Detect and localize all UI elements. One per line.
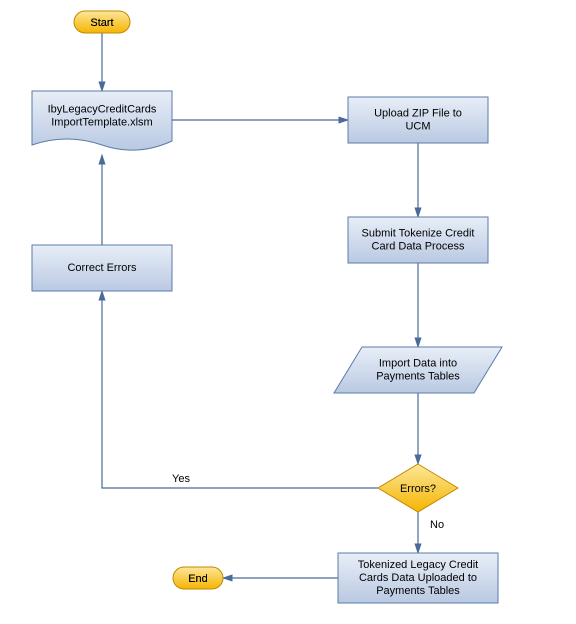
node-import: Import Data intoPayments Tables [334,347,502,393]
node-end-label: End [188,573,208,585]
label-no: No [430,519,444,531]
svg-text:Submit Tokenize Credit: Submit Tokenize Credit [362,227,475,239]
node-correct: Correct Errors [32,245,172,291]
svg-text:Payments Tables: Payments Tables [376,370,460,382]
node-upload: Upload ZIP File toUCM [348,97,488,143]
svg-text:ImportTemplate.xlsm: ImportTemplate.xlsm [51,116,152,128]
svg-text:Card Data Process: Card Data Process [372,240,465,252]
svg-text:Import Data into: Import Data into [379,357,457,369]
svg-text:Errors?: Errors? [400,483,436,495]
node-start-label: Start [90,17,113,29]
svg-text:Tokenized Legacy Credit: Tokenized Legacy Credit [358,559,478,571]
svg-text:Upload ZIP File to: Upload ZIP File to [374,107,462,119]
svg-text:IbyLegacyCreditCards: IbyLegacyCreditCards [48,103,157,115]
label-yes: Yes [172,473,190,485]
svg-text:Cards Data Uploaded to: Cards Data Uploaded to [359,572,477,584]
node-submit: Submit Tokenize CreditCard Data Process [348,217,488,263]
node-errors: Errors? [378,464,458,512]
svg-text:Payments Tables: Payments Tables [376,585,460,597]
node-result: Tokenized Legacy CreditCards Data Upload… [338,553,498,603]
svg-text:Correct Errors: Correct Errors [67,262,137,274]
node-template: IbyLegacyCreditCardsImportTemplate.xlsm [32,91,172,150]
svg-text:UCM: UCM [405,120,430,132]
